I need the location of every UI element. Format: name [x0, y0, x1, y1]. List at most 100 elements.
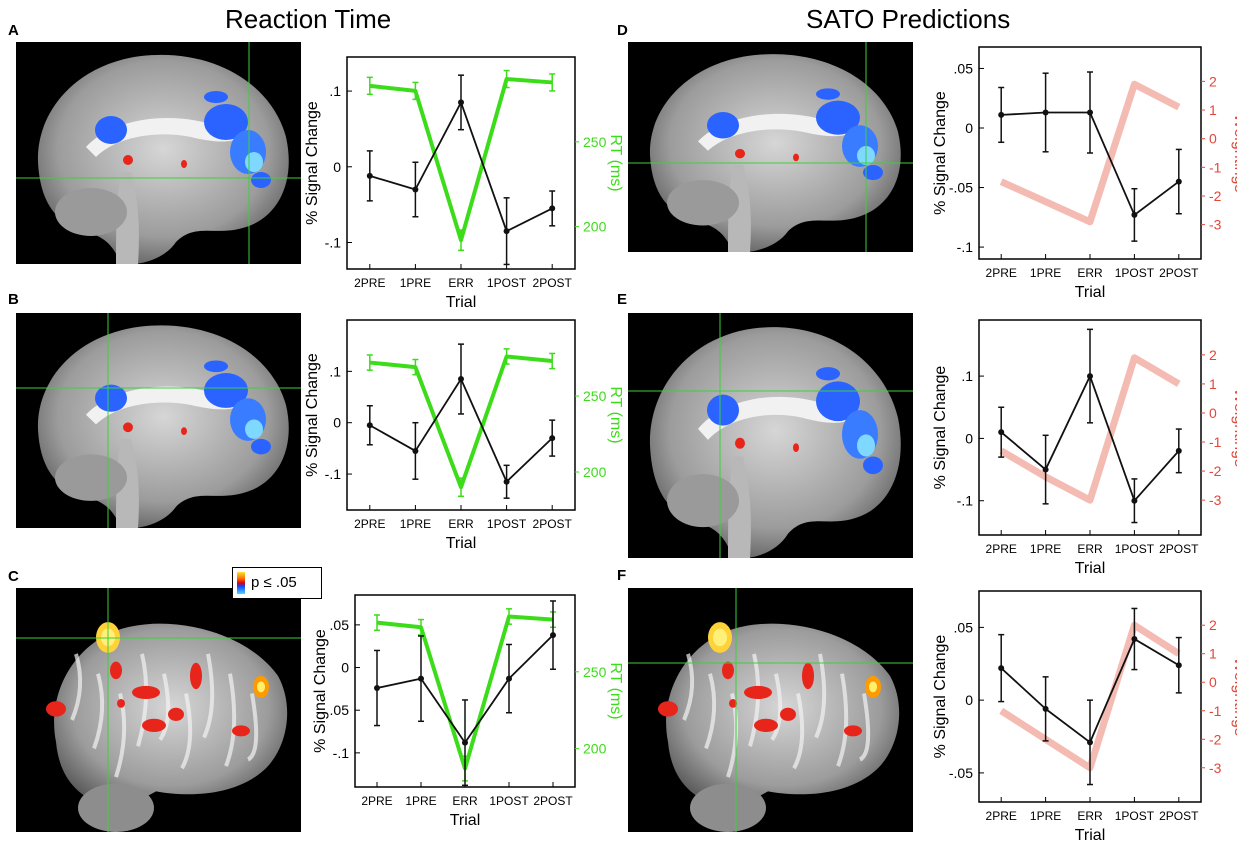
x-tick-label: 2PRE: [986, 809, 1017, 823]
activation-blob: [257, 681, 265, 693]
y2-tick-label: 250: [583, 664, 607, 680]
y2-tick-label: 1: [1209, 376, 1217, 392]
signal-point: [998, 665, 1005, 672]
y2-axis-label: Weightings: [1231, 657, 1237, 736]
x-tick-label: ERR: [452, 794, 478, 808]
activation-blob: [713, 628, 727, 647]
activation-blob: [863, 164, 883, 181]
activation-blob: [190, 662, 202, 690]
x-tick-label: 1PRE: [1030, 809, 1061, 823]
y2-tick-label: 1: [1209, 646, 1217, 662]
panel-letter: C: [8, 568, 19, 585]
x-tick-label: ERR: [1077, 542, 1103, 556]
x-tick-label: 1PRE: [1030, 266, 1061, 280]
activation-blob: [110, 661, 122, 680]
cerebellum-shape: [78, 783, 154, 832]
chart-panel: -.1 0 .1 200 250 2PRE 1PRE ERR 1POST 2POST Trial % …: [304, 56, 624, 311]
x-tick-label: 2PRE: [986, 266, 1017, 280]
x-tick-label: 1PRE: [400, 517, 431, 531]
mri-slice-image: [16, 42, 301, 264]
activation-blob: [869, 681, 877, 693]
x-tick-label: 2POST: [1159, 809, 1199, 823]
y-tick-label: 0: [965, 430, 973, 446]
brain-slice-panel: [628, 313, 913, 558]
activation-blob: [142, 718, 166, 732]
y-tick-label: .1: [329, 363, 341, 379]
y2-axis-label: RT (ms): [607, 662, 624, 719]
activation-blob: [251, 172, 271, 188]
brain-slice-panel: [16, 42, 301, 264]
signal-point: [1131, 497, 1138, 504]
x-tick-label: 1POST: [1115, 809, 1155, 823]
x-tick-label: 2PRE: [986, 542, 1017, 556]
signal-point: [998, 111, 1005, 118]
y-tick-label: -.1: [325, 235, 342, 251]
y-tick-label: .05: [330, 617, 350, 633]
y-tick-label: .05: [330, 702, 350, 718]
activation-blob: [707, 112, 739, 139]
x-axis-label: Trial: [450, 812, 481, 829]
y-tick-label: 0: [333, 415, 341, 431]
sulcus-line: [792, 693, 805, 770]
y-tick-label: 0: [333, 159, 341, 175]
chart-panel: -.05 0 .05 -3 -2 -1 0 1 2 2PRE 1PRE ERR 1POST 2POST Tr…: [932, 590, 1237, 844]
activation-blob: [123, 155, 133, 165]
cerebellum-shape: [667, 180, 739, 226]
x-tick-label: 1PRE: [400, 276, 431, 290]
sulcus-line: [224, 673, 237, 767]
signal-point: [1175, 447, 1182, 454]
y2-tick-label: 250: [583, 134, 607, 150]
panel-letter: D: [617, 22, 628, 39]
y2-tick-label: 200: [583, 464, 607, 480]
brainstem-shape: [116, 172, 139, 264]
weights-series-line: [999, 354, 1181, 504]
x-tick-label: 2POST: [533, 517, 573, 531]
chart-panel: -.1 0 .1 200 250 2PRE 1PRE ERR 1POST 2POST Trial % …: [304, 319, 624, 552]
y-axis-label: % Signal Change: [932, 91, 949, 215]
activation-blob: [844, 725, 862, 737]
signal-point: [1131, 211, 1138, 218]
y-axis-label: % Signal Change: [304, 353, 321, 477]
cerebellum-shape: [55, 188, 127, 236]
x-tick-label: 2PRE: [354, 276, 385, 290]
line-chart: -.1 .05 0 .05 200 250 2PRE 1PRE ERR 1POST 2POST Tri…: [312, 594, 624, 829]
x-axis-label: Trial: [446, 294, 477, 311]
activation-blob: [204, 104, 248, 140]
signal-point: [1131, 636, 1138, 643]
panel-letter: B: [8, 291, 19, 308]
sulcus-line: [158, 673, 171, 742]
panel-letter: F: [617, 567, 627, 584]
activation-blob: [816, 88, 840, 100]
y-axis-label: % Signal Change: [312, 629, 329, 753]
x-tick-label: 1POST: [489, 794, 529, 808]
activation-blob: [658, 701, 678, 717]
x-tick-label: 2PRE: [354, 517, 385, 531]
cerebellum-shape: [55, 454, 127, 501]
y-tick-label: 0: [341, 660, 349, 676]
signal-point: [549, 435, 556, 442]
y2-tick-label: -1: [1209, 434, 1222, 450]
y-tick-label: .05: [954, 619, 974, 635]
activation-blob: [802, 662, 814, 690]
x-tick-label: 2PRE: [361, 794, 392, 808]
signal-point: [503, 478, 510, 485]
sulcus-line: [704, 673, 717, 750]
signal-point: [1087, 109, 1093, 116]
y2-tick-label: -2: [1209, 731, 1222, 747]
line-chart: -.05 0 .05 -3 -2 -1 0 1 2 2PRE 1PRE ERR 1POST 2POST Tr…: [932, 590, 1237, 844]
activation-blob: [735, 148, 745, 159]
activation-blob: [735, 437, 745, 449]
y-tick-label: -.1: [957, 493, 974, 509]
signal-point: [506, 675, 512, 682]
y-tick-label: -.05: [949, 765, 973, 781]
signal-point: [412, 447, 419, 454]
signal-point: [374, 685, 380, 692]
mri-slice-image: [628, 588, 913, 832]
activation-blob: [232, 725, 250, 737]
activation-blob: [754, 718, 778, 732]
x-tick-label: 1POST: [487, 276, 527, 290]
brainstem-shape: [116, 438, 139, 528]
chart-panel: -.1 -.05 0 .05 -3 -2 -1 0 1 2 2PRE 1PRE ERR 1POST 2POS…: [932, 46, 1237, 301]
panel-letter: A: [8, 22, 19, 39]
activation-blob: [204, 360, 228, 373]
